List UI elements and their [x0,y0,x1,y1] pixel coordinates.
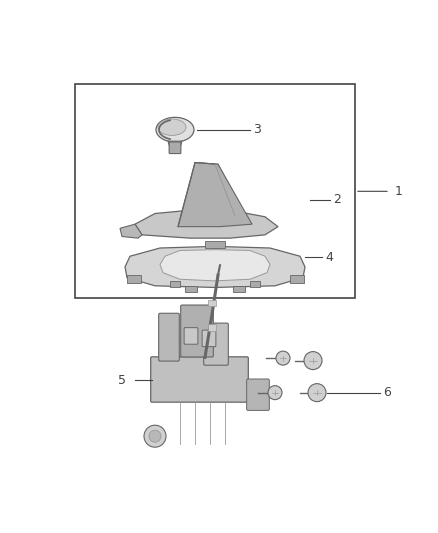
Circle shape [308,384,326,402]
Circle shape [268,386,282,400]
Bar [170,281,180,287]
Polygon shape [168,141,182,148]
Bar [250,281,260,287]
Text: 3: 3 [253,123,261,136]
Bar [75,84,355,298]
FancyBboxPatch shape [151,357,248,402]
Bar [127,275,141,284]
Circle shape [144,425,166,447]
Polygon shape [135,210,278,238]
FancyBboxPatch shape [202,330,216,346]
Bar [208,325,216,331]
Circle shape [304,352,322,369]
Bar [185,286,197,293]
Polygon shape [195,163,252,224]
Text: 5: 5 [118,374,126,387]
Polygon shape [125,246,305,287]
Bar [233,286,245,293]
Ellipse shape [156,117,194,142]
Circle shape [149,430,161,442]
Bar [208,300,216,306]
Text: 4: 4 [325,251,333,263]
FancyBboxPatch shape [184,328,198,344]
FancyBboxPatch shape [247,379,269,410]
Polygon shape [160,249,270,281]
Circle shape [276,351,290,365]
Bar [290,275,304,284]
Text: 6: 6 [383,386,391,399]
FancyBboxPatch shape [181,305,213,357]
FancyBboxPatch shape [159,313,179,361]
Text: 1: 1 [395,185,403,198]
Text: 2: 2 [333,193,341,206]
Polygon shape [178,163,252,227]
FancyBboxPatch shape [204,323,228,365]
FancyBboxPatch shape [169,142,181,154]
Polygon shape [120,224,142,238]
Ellipse shape [158,119,186,135]
Bar [205,241,225,248]
